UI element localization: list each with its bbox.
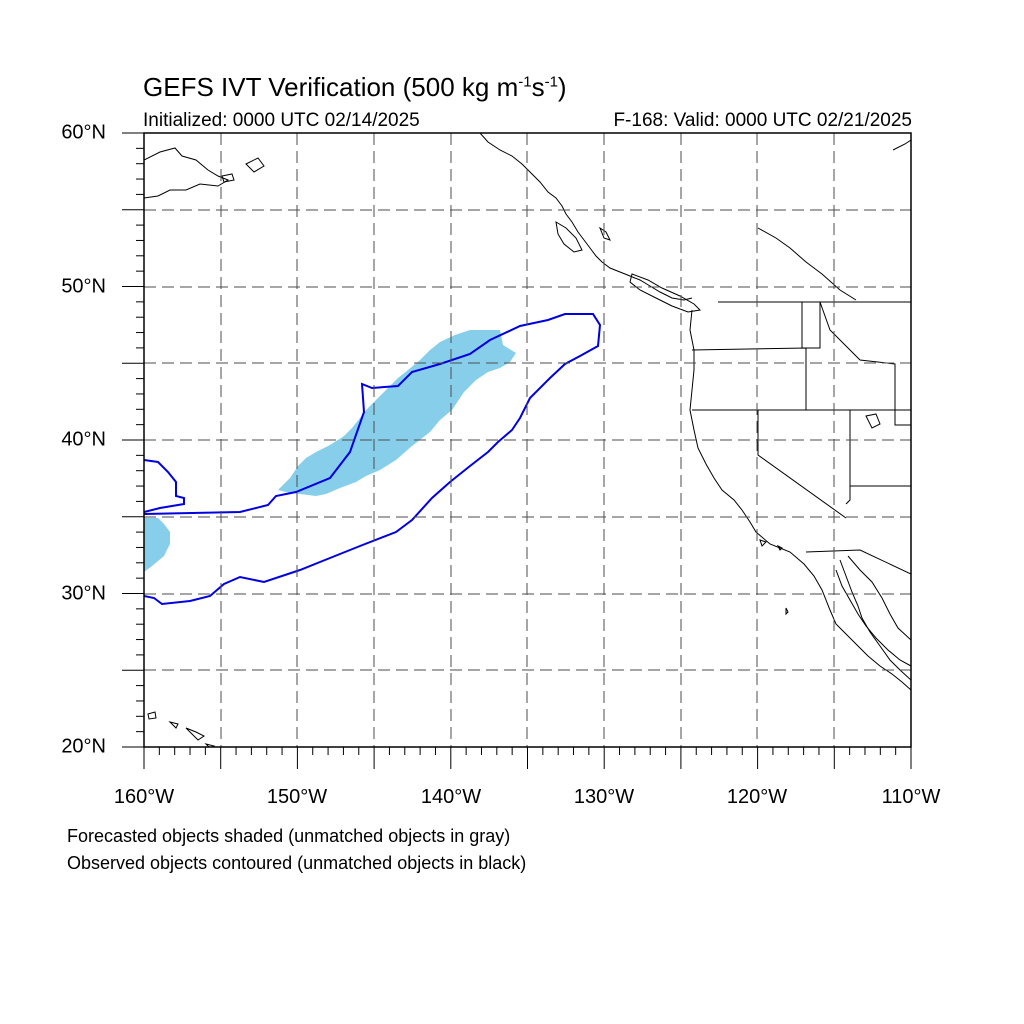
lat-tick-label-30: 30°N <box>61 582 106 605</box>
baja-inner <box>835 569 911 667</box>
observed-contour-main <box>144 313 602 606</box>
great-salt-lake <box>865 413 881 429</box>
lon-tick-label-120w: 120°W <box>726 786 788 808</box>
initialized-label: Initialized: 0000 UTC 02/14/2025 <box>143 110 420 131</box>
alaska-coast <box>144 147 230 199</box>
coastlines <box>144 133 911 747</box>
alaska-panhandle-coast <box>479 133 693 301</box>
axis-ticks <box>122 132 912 769</box>
lat-tick-label-50: 50°N <box>61 275 106 298</box>
channel-islands <box>759 539 789 616</box>
baja-coast <box>839 559 911 681</box>
forecast-object-west <box>144 518 170 572</box>
canada-interior <box>757 227 857 301</box>
valid-time-label: F-168: Valid: 0000 UTC 02/21/2025 <box>613 110 912 131</box>
lon-tick-label-150w: 150°W <box>266 786 328 808</box>
ca-nv-border <box>757 410 847 519</box>
hawaii-islands <box>147 711 216 747</box>
observed-contour-west <box>144 459 185 513</box>
lat-tick-label-60: 60°N <box>61 121 106 144</box>
wa-or-border <box>691 347 807 410</box>
lat-tick-label-20: 20°N <box>61 735 106 758</box>
lon-tick-label-130w: 130°W <box>573 786 635 808</box>
nv-ut-border <box>845 410 851 505</box>
chart-title: GEFS IVT Verification (500 kg m-1s-1) <box>143 72 567 102</box>
hudson-fragment <box>892 139 911 151</box>
gulf-coast <box>847 555 911 641</box>
vancouver-island <box>629 273 702 313</box>
graticule <box>144 133 911 747</box>
lon-tick-label-110w: 110°W <box>881 786 941 808</box>
footnote-observed: Observed objects contoured (unmatched ob… <box>67 853 527 873</box>
forecast-objects <box>144 330 516 572</box>
id-border <box>801 301 911 426</box>
us-mexico-border <box>805 549 911 575</box>
observed-objects <box>144 313 602 606</box>
footnote-forecast: Forecasted objects shaded (unmatched obj… <box>67 826 511 846</box>
bc-islands <box>555 221 611 253</box>
forecast-object-main <box>278 330 516 496</box>
lon-tick-label-160w: 160°W <box>113 786 175 808</box>
lon-tick-label-140w: 140°W <box>420 786 482 808</box>
us-west-coast <box>689 309 911 691</box>
lat-tick-label-40: 40°N <box>61 428 106 451</box>
alaska-islands <box>221 157 265 183</box>
